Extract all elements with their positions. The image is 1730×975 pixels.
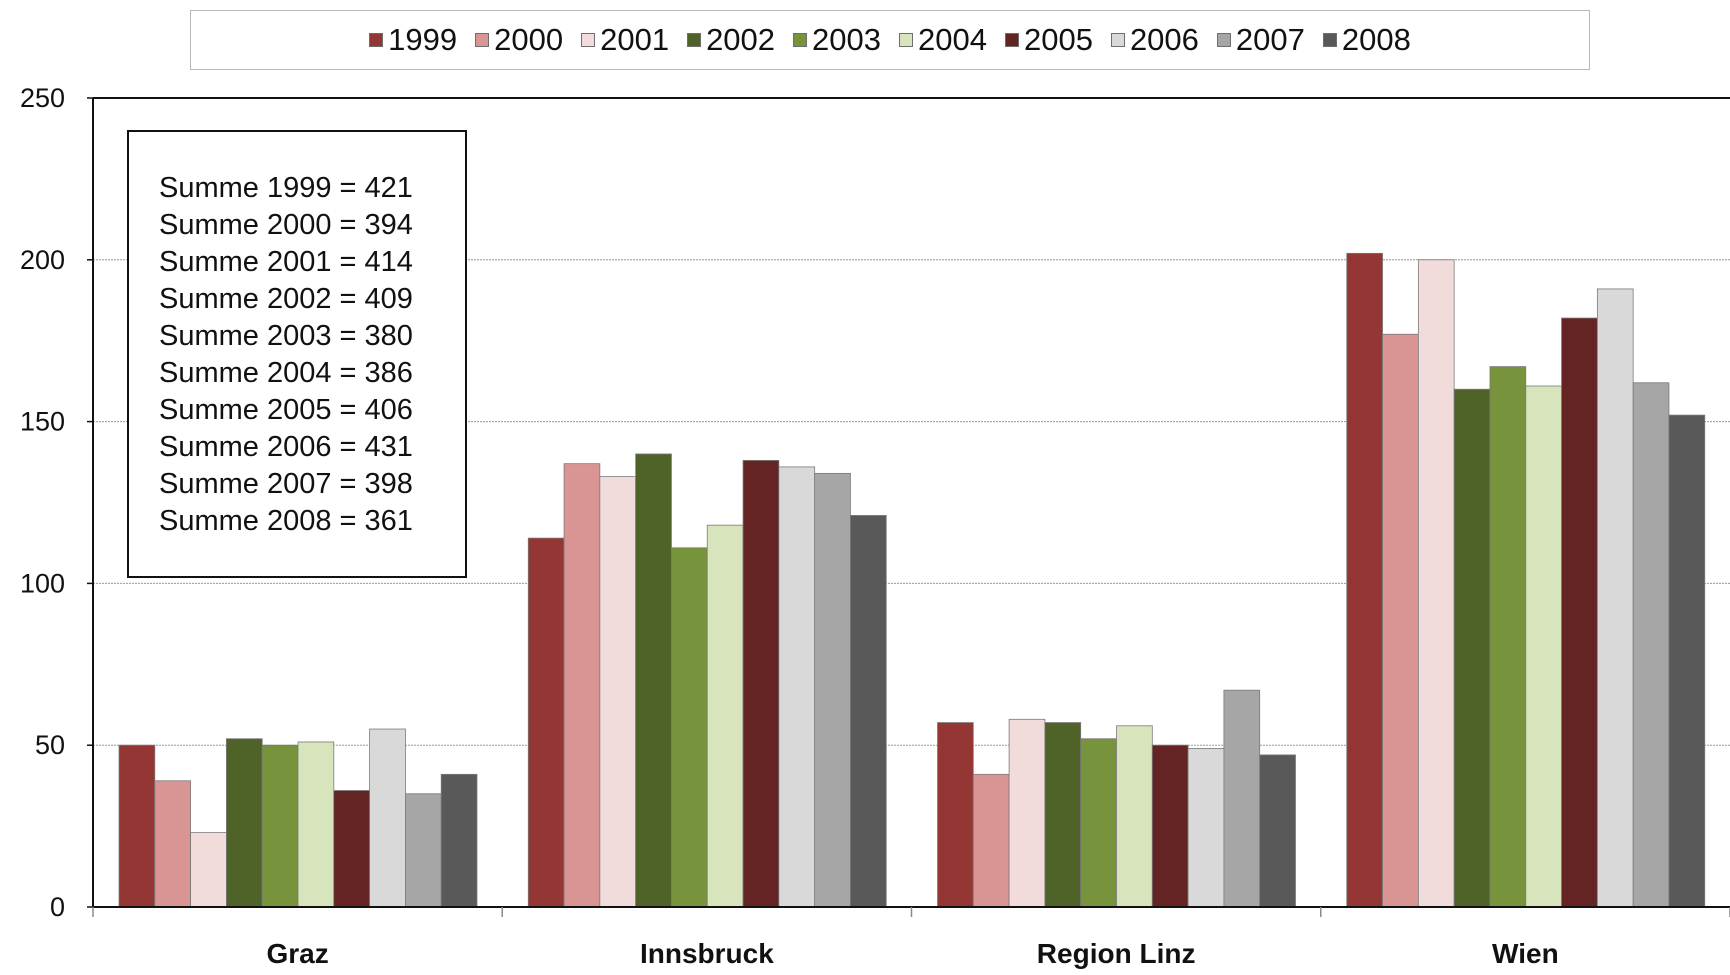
legend-item-2002: 2002	[687, 22, 775, 58]
bar-2007-wien	[1632, 382, 1670, 908]
bar-1999-wien	[1346, 252, 1383, 908]
bar-2000-innsbruck	[563, 463, 601, 908]
legend-item-2004: 2004	[899, 22, 987, 58]
legend-item-2001: 2001	[581, 22, 669, 58]
bar-2006-wien	[1596, 288, 1634, 908]
legend-label: 1999	[388, 22, 458, 57]
legend-item-2006: 2006	[1110, 22, 1199, 58]
bar-2001-wien	[1417, 259, 1455, 908]
x-category-label: Graz	[267, 938, 329, 969]
legend-item-2008: 2008	[1322, 22, 1411, 58]
bar-2004-wien	[1525, 385, 1562, 908]
legend-swatch	[899, 33, 913, 47]
sum-annotation-line: Summe 2008 = 361	[159, 505, 413, 537]
legend-swatch	[687, 33, 702, 47]
sum-annotation-line: Summe 2006 = 431	[159, 431, 413, 463]
sum-annotation-line: Summe 2002 = 409	[159, 283, 413, 315]
bar-1999-region-linz	[937, 722, 974, 908]
bar-2007-innsbruck	[814, 472, 851, 908]
bar-2002-graz	[225, 738, 263, 908]
y-tick-label: 200	[20, 245, 65, 275]
legend: 1999 2000 2001 2002 2003 2004 2005 2006 2007 2008	[190, 10, 1590, 70]
bar-2003-wien	[1489, 366, 1527, 908]
legend-label: 2005	[1023, 22, 1093, 57]
bar-2008-graz	[440, 773, 478, 908]
bar-2008-wien	[1668, 414, 1706, 908]
bar-2007-graz	[404, 793, 442, 908]
bar-2002-innsbruck	[635, 453, 672, 908]
legend-item-2003: 2003	[793, 22, 881, 58]
legend-label: 2000	[494, 22, 564, 57]
bar-2002-wien	[1453, 388, 1491, 908]
bar-2004-graz	[297, 741, 335, 908]
bar-2003-region-linz	[1080, 738, 1117, 908]
y-tick-label: 150	[20, 407, 65, 437]
y-tick-label: 0	[50, 892, 65, 922]
bar-2006-innsbruck	[778, 466, 816, 908]
bar-2003-innsbruck	[671, 547, 708, 908]
bar-2003-graz	[261, 744, 299, 908]
bar-2002-region-linz	[1044, 722, 1082, 908]
legend-swatch	[1004, 33, 1019, 47]
sum-annotation-line: Summe 1999 = 421	[159, 172, 413, 204]
bar-2005-innsbruck	[742, 460, 780, 908]
bar-2008-innsbruck	[850, 515, 887, 908]
legend-label: 2002	[706, 22, 776, 57]
legend-swatch	[1216, 33, 1231, 47]
bar-2006-graz	[369, 728, 406, 908]
legend-swatch	[475, 33, 490, 47]
legend-label: 2008	[1341, 22, 1411, 57]
sum-annotation-line: Summe 2003 = 380	[159, 320, 413, 352]
legend-item-2007: 2007	[1216, 22, 1305, 58]
sum-annotation-line: Summe 2000 = 394	[159, 209, 413, 241]
sum-annotation-line: Summe 2005 = 406	[159, 394, 413, 426]
legend-swatch	[1322, 33, 1337, 47]
bar-2004-innsbruck	[706, 524, 744, 908]
sum-annotation-box: Summe 1999 = 421 Summe 2000 = 394 Summe 20…	[127, 130, 467, 578]
bar-2000-wien	[1382, 333, 1419, 908]
legend-swatch	[1110, 33, 1125, 47]
legend-swatch	[793, 33, 808, 47]
bar-2007-region-linz	[1223, 689, 1261, 908]
legend-label: 2007	[1235, 22, 1305, 57]
legend-label: 2006	[1129, 22, 1199, 57]
sum-annotation-line: Summe 2004 = 386	[159, 357, 413, 389]
bar-2001-innsbruck	[599, 476, 637, 908]
bar-2008-region-linz	[1259, 754, 1296, 908]
bar-1999-graz	[118, 744, 156, 908]
bar-2005-wien	[1561, 317, 1598, 908]
sum-annotation-line: Summe 2001 = 414	[159, 246, 413, 278]
legend-item-2000: 2000	[475, 22, 563, 58]
sum-annotation-line: Summe 2007 = 398	[159, 468, 413, 500]
bar-2001-graz	[190, 832, 227, 908]
bar-2004-region-linz	[1116, 725, 1153, 908]
bar-2000-graz	[154, 780, 192, 908]
bar-2001-region-linz	[1008, 718, 1046, 908]
legend-label: 2001	[600, 22, 670, 57]
legend-swatch	[369, 33, 384, 47]
x-category-label: Innsbruck	[640, 938, 774, 969]
x-category-label: Region Linz	[1037, 938, 1196, 969]
bar-2006-region-linz	[1187, 748, 1225, 908]
legend-swatch	[581, 33, 596, 47]
legend-label: 2004	[918, 22, 987, 57]
bar-2005-graz	[333, 790, 370, 908]
bar-2000-region-linz	[972, 773, 1010, 908]
y-tick-label: 50	[35, 730, 65, 760]
legend-item-1999: 1999	[369, 22, 457, 58]
bar-1999-innsbruck	[527, 537, 565, 908]
x-category-label: Wien	[1492, 938, 1559, 969]
legend-item-2005: 2005	[1004, 22, 1093, 58]
y-tick-label: 250	[20, 83, 65, 113]
y-tick-label: 100	[20, 568, 65, 598]
legend-label: 2003	[812, 22, 881, 57]
bar-2005-region-linz	[1151, 744, 1189, 908]
